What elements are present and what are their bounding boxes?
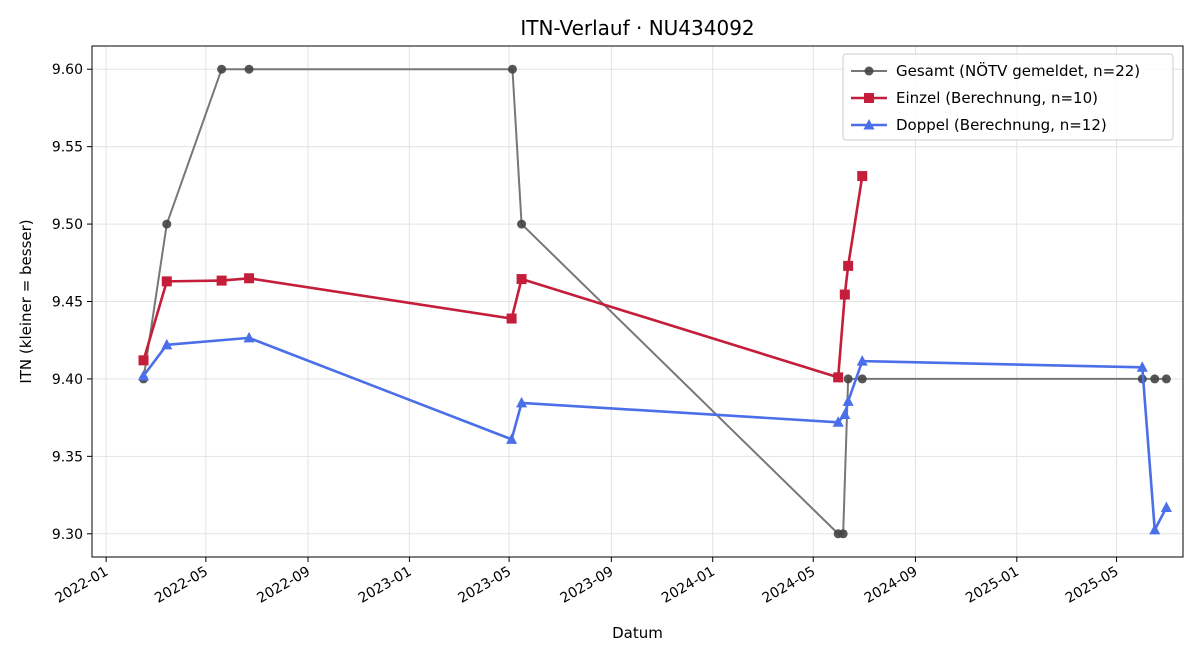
legend-label: Doppel (Berechnung, n=12) [896,116,1107,134]
data-point-doppel [243,331,255,343]
y-tick-label: 9.50 [52,217,83,233]
data-point-einzel [516,274,527,285]
y-tick-label: 9.45 [52,295,83,311]
data-point-doppel [832,416,844,427]
data-point-gesamt [1161,374,1171,384]
data-point-doppel [1160,501,1172,512]
data-point-doppel [842,395,854,406]
series-doppel [138,331,1172,535]
data-point-doppel [1136,361,1148,372]
legend-item-einzel: Einzel (Berechnung, n=10) [851,89,1098,107]
data-point-gesamt [517,219,527,229]
y-axis-ticks: 9.30 9.35 9.40 9.45 9.50 9.55 9.60 [52,62,92,543]
data-point-einzel [244,273,255,284]
data-point-gesamt [507,64,517,74]
data-point-einzel [833,372,844,383]
data-point-doppel [1149,523,1161,535]
chart-title: ITN-Verlauf · NU434092 [520,16,754,40]
legend-swatch-marker [864,93,874,103]
legend-box [842,53,1174,141]
data-point-einzel [839,289,850,300]
y-axis-label: ITN (kleiner = besser) [17,219,35,383]
data-point-doppel [839,408,851,420]
legend-label: Einzel (Berechnung, n=10) [896,89,1098,107]
data-point-einzel [843,260,854,271]
data-point-einzel [138,355,149,366]
data-point-gesamt [162,219,172,229]
legend-item-doppel: Doppel (Berechnung, n=12) [851,116,1107,134]
legend-label: Gesamt (NÖTV gemeldet, n=22) [896,61,1140,80]
y-tick-label: 9.60 [52,62,83,78]
data-point-gesamt [838,529,848,539]
y-tick-label: 9.30 [52,527,83,543]
data-point-gesamt [1150,374,1160,384]
data-point-gesamt [244,64,254,74]
data-point-doppel [506,433,518,444]
data-point-einzel [857,171,868,182]
data-point-einzel [506,313,517,324]
y-tick-label: 9.55 [52,140,83,156]
data-point-doppel [856,355,868,366]
data-point-einzel [161,276,172,287]
data-point-doppel [516,396,528,408]
y-tick-label: 9.40 [52,372,83,388]
data-point-gesamt [843,374,853,384]
legend: Gesamt (NÖTV gemeldet, n=22) Einzel (Bere… [842,53,1174,141]
data-point-einzel [216,275,227,286]
data-point-gesamt [217,64,227,74]
y-tick-label: 9.35 [52,449,83,465]
data-point-doppel [161,338,173,350]
data-point-doppel [138,369,150,381]
data-point-gesamt [857,374,867,384]
x-axis-label: Datum [612,624,663,642]
legend-swatch-marker [863,119,875,130]
legend-swatch-marker [864,66,874,76]
series-layer [138,64,1172,539]
series-einzel [138,171,868,383]
series-line-einzel [142,175,864,379]
legend-item-gesamt: Gesamt (NÖTV gemeldet, n=22) [851,61,1140,80]
